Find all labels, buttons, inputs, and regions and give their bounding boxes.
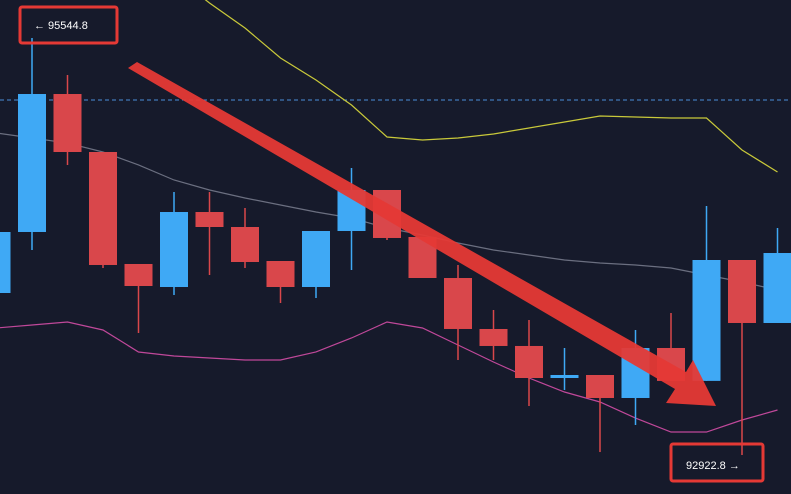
annotations: ← 95544.8 92922.8 → xyxy=(34,20,740,472)
candle-body xyxy=(444,278,472,329)
candle-body xyxy=(302,230,330,288)
candle-body xyxy=(763,253,791,323)
candle-body xyxy=(479,328,508,346)
candle-body xyxy=(550,374,579,379)
candle-body xyxy=(692,260,721,381)
band-line xyxy=(204,0,778,173)
candle-body xyxy=(53,94,82,153)
candle-body xyxy=(266,261,295,288)
plot xyxy=(0,0,791,455)
highlight-box xyxy=(18,5,119,45)
highlight-box xyxy=(669,442,765,483)
trend-arrow xyxy=(128,62,716,406)
price-label: 92922.8 → xyxy=(686,460,740,472)
price-label: ← 95544.8 xyxy=(34,20,88,32)
candle-body xyxy=(124,263,153,287)
band-line xyxy=(0,321,778,433)
candle-body xyxy=(89,152,117,265)
candle-body xyxy=(195,212,224,228)
candle-body xyxy=(18,94,46,232)
candle-body xyxy=(586,374,614,398)
candle-body xyxy=(160,212,188,288)
candle-body xyxy=(231,227,259,263)
candle-body xyxy=(515,345,543,379)
candle-body xyxy=(0,231,11,293)
candle-body xyxy=(728,260,756,323)
